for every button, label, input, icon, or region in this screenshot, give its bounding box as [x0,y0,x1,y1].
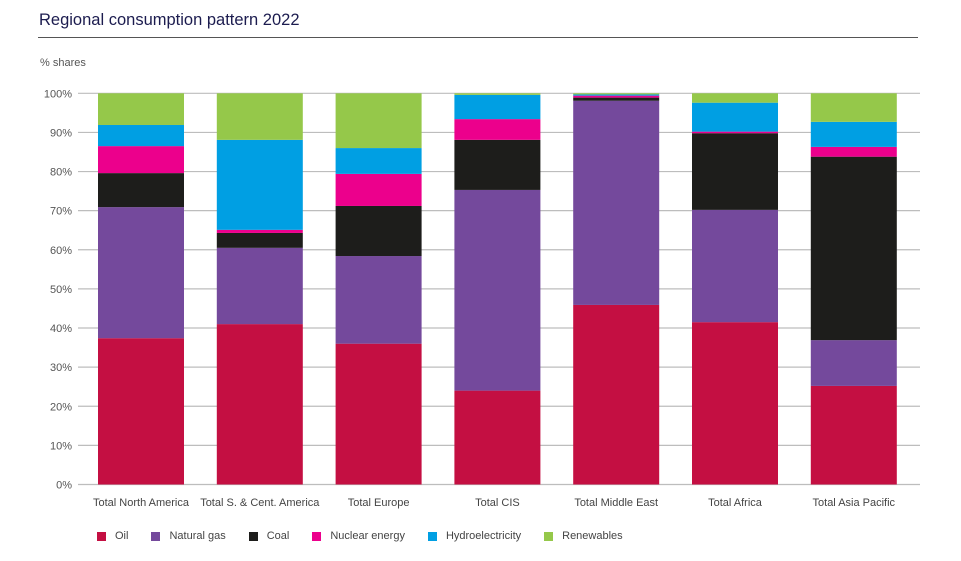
bar-segment-coal [810,156,897,341]
y-tick-label: 70% [50,206,72,218]
y-tick-label: 60% [50,245,72,257]
bar-stack [335,93,422,485]
legend-swatch [427,531,437,541]
legend-label: Natural gas [169,530,226,542]
bar-segment-nuclear-energy [335,173,422,206]
y-tick-label: 80% [50,167,72,179]
bar-stack [573,93,660,485]
legend-item: Oil [97,530,128,542]
y-tick-label: 40% [50,323,72,335]
bar-stack [810,93,897,485]
bar-segment-hydroelectricity [335,148,422,174]
x-category-label: Total CIS [475,497,520,509]
x-category-label: Total Middle East [574,497,658,509]
bars [98,93,897,485]
y-tick-labels: 0% 10% 20% 30% 40% 50% 60% 70% 80% 90% 100% [44,88,72,491]
legend-label: Nuclear energy [330,530,405,542]
bar-segment-nuclear-energy [454,119,541,140]
legend-swatch [312,531,322,541]
bar-segment-oil [335,343,422,485]
x-category-label: Total Asia Pacific [813,497,896,509]
bar-segment-nuclear-energy [216,229,303,233]
legend-label: Coal [266,530,290,542]
x-category-label: Total North America [93,497,190,509]
bar-segment-renewables [692,93,778,103]
legend-swatch [248,531,258,541]
title-divider [38,37,918,38]
bar-segment-natural-gas [454,189,541,391]
bar-segment-nuclear-energy [692,131,778,134]
legend-item: Renewables [544,530,623,542]
bar-segment-natural-gas [692,209,778,323]
legend-swatch [151,531,161,541]
bar-segment-renewables [810,93,897,122]
legend-label: Hydroelectricity [445,530,522,542]
bar-stack [98,93,184,485]
bar-segment-oil [810,385,897,485]
bar-segment-renewables [335,93,422,149]
bar-segment-coal [98,173,184,208]
bar-segment-oil [454,390,541,485]
legend-swatch [544,531,554,541]
bar-segment-renewables [216,93,303,140]
bar-segment-natural-gas [98,207,184,339]
bar-segment-nuclear-energy [810,146,897,157]
bar-stack [692,93,778,485]
y-tick-label: 0% [56,480,72,492]
legend-swatch [97,531,106,541]
chart-title: Regional consumption pattern 2022 [39,11,300,29]
x-category-label: Total S. & Cent. America [200,497,320,509]
bar-segment-hydroelectricity [98,124,184,147]
y-tick-label: 50% [50,284,72,296]
y-axis-label: % shares [40,57,86,69]
legend-item: Hydroelectricity [427,530,522,542]
legend-item: Natural gas [151,530,226,542]
bar-segment-nuclear-energy [573,95,660,98]
bar-segment-natural-gas [810,340,897,386]
x-category-labels: Total North America Total S. & Cent. Amer… [93,497,896,509]
bar-segment-nuclear-energy [98,146,184,174]
bar-segment-oil [692,322,778,485]
y-tick-label: 90% [50,127,72,139]
bar-stack [216,93,303,485]
bar-segment-hydroelectricity [692,102,778,132]
y-tick-label: 100% [44,88,72,100]
bar-segment-oil [98,338,184,485]
legend-item: Coal [248,530,290,542]
bar-segment-oil [216,324,303,485]
bar-segment-hydroelectricity [216,139,303,230]
x-category-label: Total Europe [348,497,410,509]
legend-item: Nuclear energy [312,530,405,542]
bar-segment-coal [454,139,541,190]
bar-segment-natural-gas [216,247,303,325]
bar-segment-oil [573,304,660,485]
bar-segment-renewables [454,93,541,95]
bar-stack [454,93,541,485]
legend: Oil Natural gas Coal Nuclear energy Hydroele… [97,530,646,542]
y-tick-label: 30% [50,362,72,374]
legend-label: Oil [115,530,129,542]
bar-segment-hydroelectricity [454,94,541,120]
bar-segment-renewables [573,93,660,95]
bar-segment-natural-gas [573,100,660,305]
bar-segment-renewables [98,93,184,125]
bar-segment-coal [216,232,303,248]
bar-segment-coal [335,205,422,257]
bar-segment-natural-gas [335,256,422,344]
bar-segment-coal [573,97,660,101]
y-tick-label: 10% [50,440,72,452]
x-category-label: Total Africa [708,497,763,509]
bar-segment-hydroelectricity [810,121,897,147]
bar-segment-hydroelectricity [573,94,660,96]
bar-segment-coal [692,133,778,210]
legend-label: Renewables [562,530,623,542]
y-tick-label: 20% [50,401,72,413]
